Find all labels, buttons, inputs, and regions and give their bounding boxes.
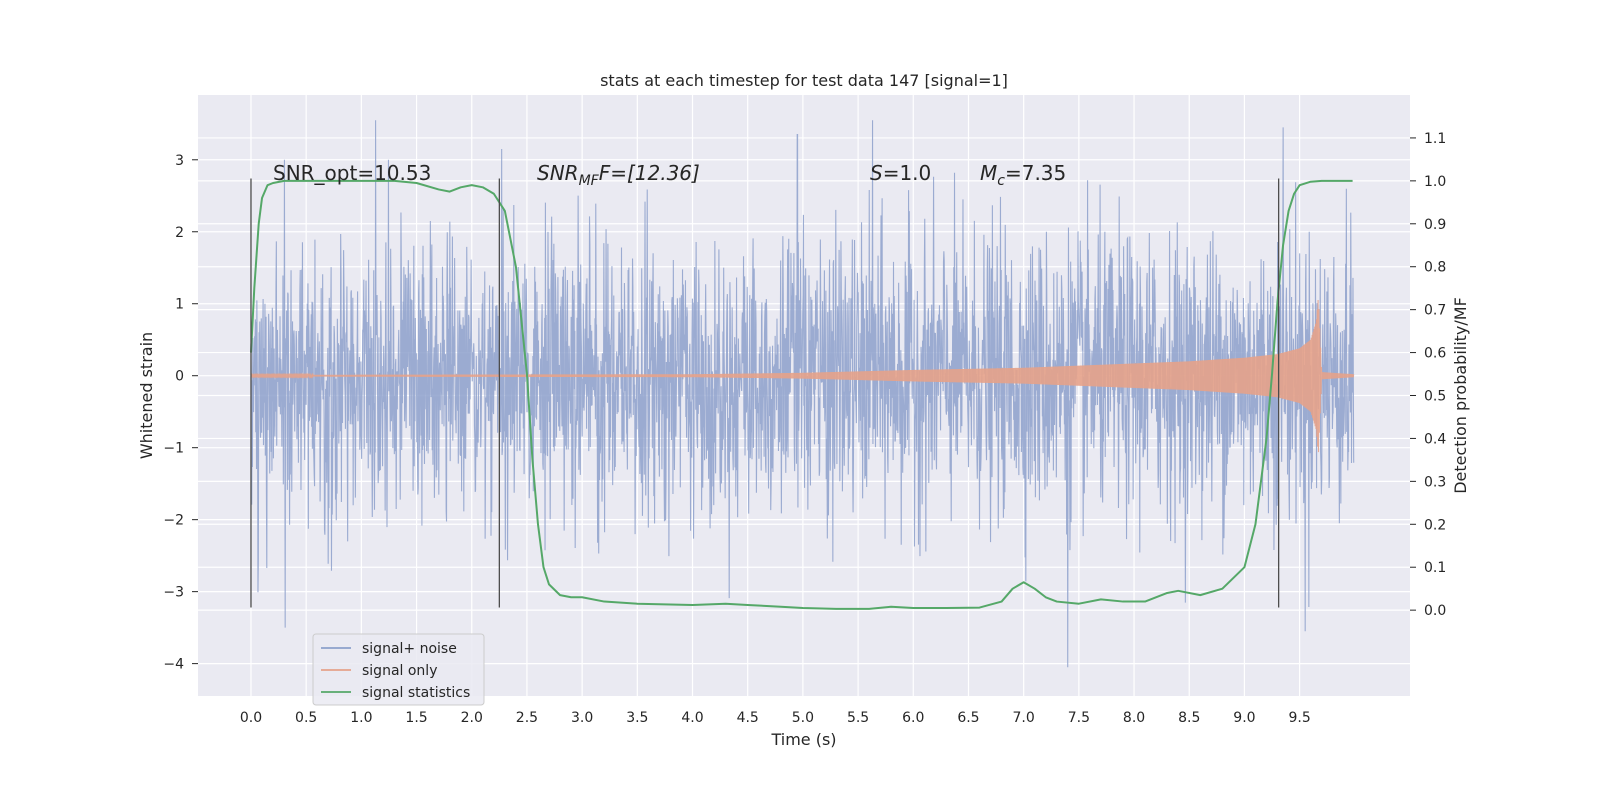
- legend: signal+ noise signal only signal statist…: [312, 633, 485, 706]
- x-tick-label: 8.0: [1123, 710, 1145, 726]
- series-signal-only: [250, 299, 1355, 453]
- x-tick-label: 6.0: [902, 710, 924, 726]
- y-tick-label: 1: [175, 297, 184, 313]
- y-right-tick-label: 0.2: [1424, 517, 1446, 533]
- x-tick-label: 3.0: [571, 710, 593, 726]
- s-variable: S: [870, 161, 883, 185]
- y-tick-label: 0: [175, 369, 184, 385]
- vertical-markers: [250, 178, 1280, 608]
- y-right-tick-label: 0.8: [1424, 260, 1446, 276]
- y-axis-label: Whitened strain: [137, 332, 156, 459]
- mc-value: =7.35: [1005, 161, 1066, 185]
- annotation-snr-mf: SNRMFF=[12.36]: [537, 161, 700, 189]
- y-tick-label: 2: [175, 225, 184, 241]
- y-tick-label: −1: [163, 441, 184, 457]
- x-tick-label: 1.0: [350, 710, 372, 726]
- y-right-tick-label: 0.3: [1424, 474, 1446, 490]
- mc-subscript: c: [997, 173, 1005, 189]
- y-right-tick-label: 0.6: [1424, 346, 1446, 362]
- x-tick-label: 5.0: [792, 710, 814, 726]
- legend-label-signal-statistics: signal statistics: [362, 685, 470, 701]
- x-tick-label: 1.5: [405, 710, 427, 726]
- snr-mf-prefix: SNR: [537, 161, 579, 185]
- x-tick-label: 0.0: [240, 710, 262, 726]
- y-right-tick-label: 1.1: [1424, 131, 1446, 147]
- y-right-tick-label: 0.0: [1424, 603, 1446, 619]
- x-axis-label: Time (s): [770, 730, 836, 749]
- ticks: 0.0 0.5 1.0 1.5 2.0 2.5 3.0 3.5 4.0 4.5 5.0 5.5 6.0 6…: [163, 131, 1446, 726]
- x-tick-label: 2.0: [461, 710, 483, 726]
- y-tick-label: −4: [163, 657, 184, 673]
- chart-title: stats at each timestep for test data 147…: [600, 71, 1008, 90]
- legend-box: [312, 633, 485, 706]
- x-tick-label: 7.0: [1013, 710, 1035, 726]
- x-tick-label: 3.5: [626, 710, 648, 726]
- y-right-tick-label: 0.5: [1424, 389, 1446, 405]
- x-tick-label: 4.0: [681, 710, 703, 726]
- y-tick-label: −3: [163, 585, 184, 601]
- annotation-snr-opt: SNR_opt=10.53: [273, 161, 431, 185]
- x-tick-label: 4.5: [737, 710, 759, 726]
- legend-label-signal-noise: signal+ noise: [362, 641, 457, 657]
- y-right-tick-label: 0.9: [1424, 217, 1446, 233]
- x-tick-label: 9.0: [1233, 710, 1255, 726]
- x-tick-label: 9.5: [1288, 710, 1310, 726]
- x-tick-label: 8.5: [1178, 710, 1200, 726]
- y-right-tick-label: 0.1: [1424, 560, 1446, 576]
- series-layer: [249, 120, 1355, 668]
- x-tick-label: 2.5: [516, 710, 538, 726]
- y-tick-label: −2: [163, 513, 184, 529]
- y-right-axis-label: Detection probability/MF: [1451, 297, 1470, 494]
- y-right-tick-label: 0.7: [1424, 303, 1446, 319]
- x-tick-label: 0.5: [295, 710, 317, 726]
- annotation-s: S=1.0: [870, 161, 931, 185]
- x-tick-label: 5.5: [847, 710, 869, 726]
- y-right-tick-label: 0.4: [1424, 431, 1446, 447]
- y-tick-label: 3: [175, 153, 184, 169]
- s-value: =1.0: [883, 161, 932, 185]
- y-right-tick-label: 1.0: [1424, 174, 1446, 190]
- x-tick-label: 7.5: [1068, 710, 1090, 726]
- mc-variable: M: [980, 161, 997, 185]
- legend-label-signal-only: signal only: [362, 663, 437, 679]
- series-signal-statistics: [249, 179, 1353, 610]
- snr-mf-suffix: F=[12.36]: [599, 161, 700, 185]
- snr-mf-subscript: MF: [579, 173, 600, 189]
- annotation-mc: Mc=7.35: [980, 161, 1066, 189]
- x-tick-label: 6.5: [957, 710, 979, 726]
